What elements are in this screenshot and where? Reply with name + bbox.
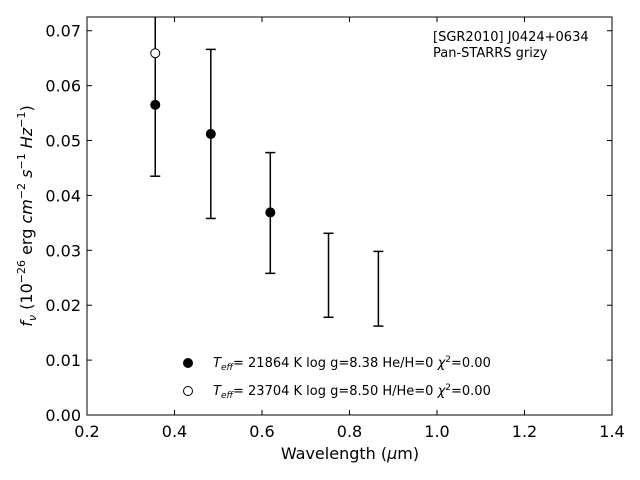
error-bar — [323, 232, 334, 319]
legend-label-1: Teff= 21864 K log g=8.38 He/H=0 χ2=0.00 — [213, 355, 491, 373]
x-tick-label: 0.2 — [74, 422, 99, 441]
y-tick-label: 0.05 — [45, 132, 81, 151]
data-point-filled — [150, 99, 161, 110]
legend-marker-open — [183, 386, 193, 396]
y-tick-label: 0.00 — [45, 406, 81, 425]
y-tick-label: 0.01 — [45, 351, 81, 370]
data-point-filled — [205, 128, 216, 139]
axis-ticks: 0.2 0.4 0.6 0.8 1.0 1.2 1.4 0.00 0.01 0.02 0.03 0.0… — [45, 17, 625, 441]
error-bar — [373, 250, 384, 327]
x-tick-label: 1.4 — [599, 422, 624, 441]
annotation-line-1: [SGR2010] J0424+0634 — [433, 30, 589, 45]
x-tick-label: 0.6 — [249, 422, 274, 441]
legend-marker-filled — [183, 358, 193, 368]
error-bars — [150, 17, 384, 327]
data-point-open — [150, 48, 161, 59]
x-tick-label: 0.8 — [337, 422, 362, 441]
legend: Teff= 21864 K log g=8.38 He/H=0 χ2=0.00 … — [183, 355, 491, 401]
x-tick-label: 1.0 — [424, 422, 449, 441]
y-tick-label: 0.03 — [45, 241, 81, 260]
data-markers — [150, 48, 276, 218]
legend-label-2: Teff= 23704 K log g=8.50 H/He=0 χ2=0.00 — [213, 383, 491, 401]
annotation-line-2: Pan-STARRS grizy — [433, 46, 548, 61]
y-tick-label: 0.06 — [45, 77, 81, 96]
y-tick-label: 0.04 — [45, 186, 81, 205]
y-tick-label: 0.02 — [45, 296, 81, 315]
x-tick-label: 0.4 — [162, 422, 187, 441]
data-point-filled — [265, 207, 276, 218]
y-tick-label: 0.07 — [45, 22, 81, 41]
svg-text:fν (10−26 erg cm−2 s−1 Hz−1): fν (10−26 erg cm−2 s−1 Hz−1) — [15, 105, 39, 326]
x-axis-label: Wavelength (μm) — [281, 444, 419, 463]
y-axis-label: fν (10−26 erg cm−2 s−1 Hz−1) — [15, 105, 39, 326]
error-bar — [150, 17, 161, 177]
plot-frame — [86, 16, 613, 416]
x-tick-label: 1.2 — [512, 422, 537, 441]
